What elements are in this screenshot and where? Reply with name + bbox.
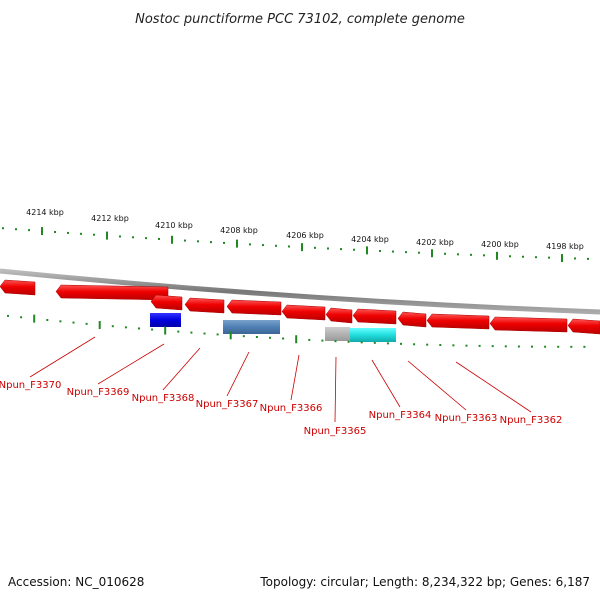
scale-label: 4210 kbp <box>155 221 193 230</box>
gene-arrow <box>426 313 490 330</box>
scale-label: 4208 kbp <box>220 226 258 235</box>
gene-block <box>223 320 280 334</box>
gene-arrow <box>567 318 600 335</box>
scale-label: 4214 kbp <box>26 208 64 217</box>
gene-label: Npun_F3367 <box>196 399 259 410</box>
gene-label: Npun_F3364 <box>369 410 432 421</box>
gene-arrow <box>281 304 326 321</box>
gene-arrow <box>184 297 225 314</box>
genome-backbone <box>0 268 600 315</box>
gene-block <box>325 327 350 341</box>
reverse-strand-features <box>150 313 396 342</box>
callout-line <box>97 343 165 385</box>
callout-line <box>290 354 300 401</box>
gene-label: Npun_F3369 <box>67 387 130 398</box>
genome-summary: Topology: circular; Length: 8,234,322 bp… <box>259 575 590 589</box>
gene-label: Npun_F3362 <box>500 415 563 426</box>
scale-label: 4206 kbp <box>286 231 324 240</box>
callout-line <box>226 351 250 397</box>
scale-ticks-inner <box>7 314 586 348</box>
scale-label: 4198 kbp <box>546 242 584 251</box>
gene-label: Npun_F3363 <box>435 413 498 424</box>
gene-arrow <box>489 316 568 333</box>
scale-labels: 4214 kbp 4212 kbp 4210 kbp 4208 kbp 4206… <box>26 208 584 251</box>
gene-arrow <box>352 308 397 325</box>
callout-line <box>407 360 467 411</box>
forward-strand-genes <box>0 279 600 335</box>
gene-labels: Npun_F3370 Npun_F3369 Npun_F3368 Npun_F3… <box>0 380 562 437</box>
scale-label: 4204 kbp <box>351 235 389 244</box>
gene-block <box>350 328 396 342</box>
accession-text: Accession: NC_010628 <box>8 575 144 589</box>
gene-callout-lines <box>29 336 532 423</box>
gene-label: Npun_F3370 <box>0 380 61 391</box>
gene-arrow <box>0 279 36 296</box>
scale-ticks-outer <box>2 227 589 263</box>
callout-line <box>29 336 96 378</box>
callout-line <box>455 361 532 413</box>
gene-arrow <box>325 307 353 324</box>
scale-label: 4202 kbp <box>416 238 454 247</box>
callout-line <box>371 359 401 408</box>
gene-arrow <box>150 294 183 311</box>
map-title: Nostoc punctiforme PCC 73102, complete g… <box>135 12 465 27</box>
gene-arrow <box>397 311 427 328</box>
gene-block <box>150 313 181 327</box>
callout-line <box>162 347 201 391</box>
gene-label: Npun_F3365 <box>304 426 367 437</box>
gene-label: Npun_F3368 <box>132 393 195 404</box>
callout-line <box>334 356 337 423</box>
gene-arrow <box>226 299 282 316</box>
scale-label: 4212 kbp <box>91 214 129 223</box>
scale-label: 4200 kbp <box>481 240 519 249</box>
gene-label: Npun_F3366 <box>260 403 323 414</box>
gene-arrow <box>55 284 169 301</box>
